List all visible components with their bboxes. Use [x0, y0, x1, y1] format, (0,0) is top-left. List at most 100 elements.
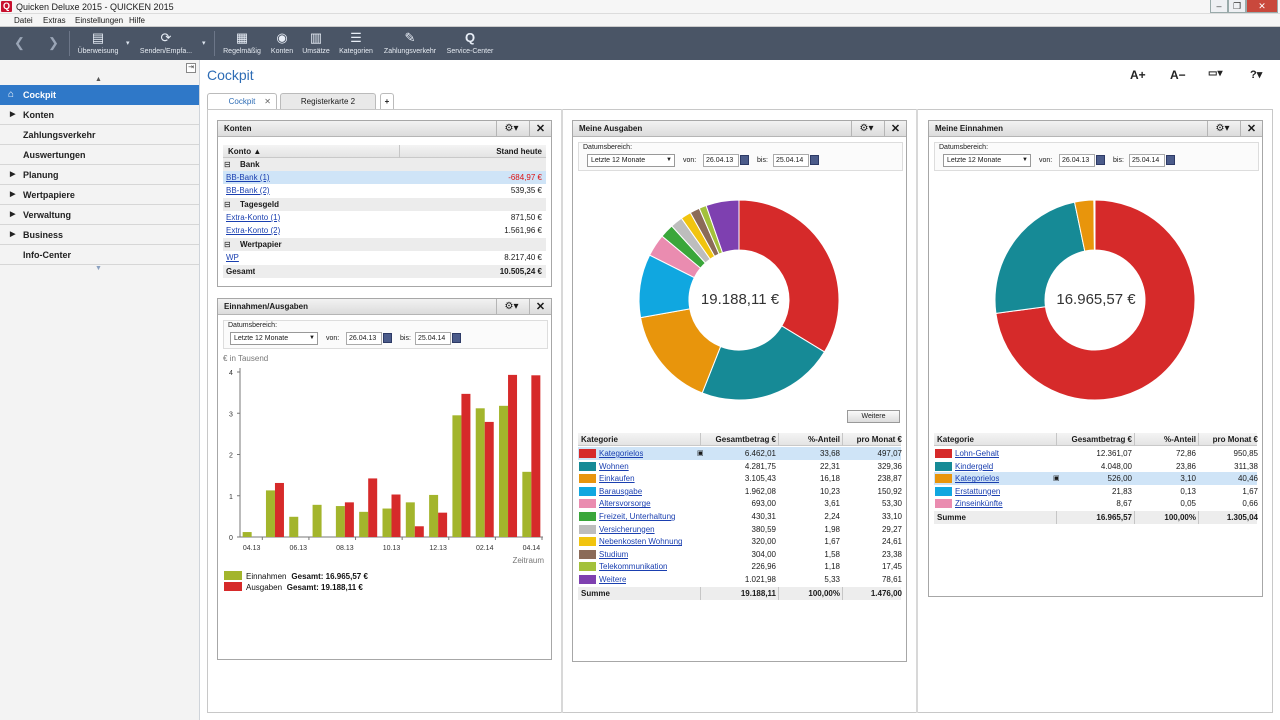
to-date-input[interactable]: 25.04.14	[415, 332, 451, 345]
sidebar-scroll-up-icon[interactable]: ▲	[95, 76, 102, 83]
toolbar-regelmaessig[interactable]: ▦ Regelmäßig	[220, 27, 264, 60]
category-row[interactable]: Einkaufen 3.105,43 16,18 238,87	[578, 472, 902, 485]
sidebar-scroll-down-icon[interactable]: ▼	[95, 265, 102, 272]
collapse-icon[interactable]: ⊟	[224, 240, 231, 249]
calendar-icon[interactable]	[740, 155, 749, 165]
to-date-input[interactable]: 25.04.14	[1129, 154, 1165, 167]
back-arrow-icon[interactable]: ❮	[14, 35, 25, 50]
column-header[interactable]: pro Monat €	[1212, 435, 1258, 444]
to-date-input[interactable]: 25.04.14	[773, 154, 809, 167]
from-date-input[interactable]: 26.04.13	[1059, 154, 1095, 167]
category-row[interactable]: Studium 304,00 1,58 23,38	[578, 548, 902, 561]
col-balance-header[interactable]: Stand heute	[496, 147, 542, 156]
calendar-icon[interactable]	[1096, 155, 1105, 165]
column-header[interactable]: Gesamtbetrag €	[1071, 435, 1132, 444]
sum-monthly[interactable]: 1.476,00	[870, 588, 902, 598]
note-icon[interactable]: ▣	[697, 450, 704, 457]
category-link[interactable]: Wohnen	[599, 461, 629, 471]
close-icon[interactable]: ✕	[884, 121, 906, 137]
category-link[interactable]: Nebenkosten Wohnung	[599, 537, 683, 547]
category-link[interactable]: Zinseinkünfte	[955, 499, 1003, 509]
category-row[interactable]: Erstattungen 21,83 0,13 1,67	[934, 485, 1258, 498]
category-row[interactable]: Kategorielos 526,00 3,10 40,46 ▣	[934, 472, 1258, 486]
account-link[interactable]: BB-Bank (1)	[226, 173, 270, 182]
toolbar-senden[interactable]: ⟳ Senden/Empfa...	[136, 27, 196, 60]
category-link[interactable]: Versicherungen	[599, 524, 655, 534]
account-row[interactable]: Extra-Konto (2) 1.561,96 €	[223, 224, 546, 237]
sidebar-item-business[interactable]: ▶ Business	[0, 225, 199, 245]
category-row[interactable]: Lohn-Gehalt 12.361,07 72,86 950,85	[934, 447, 1258, 460]
sum-label[interactable]: Summe	[937, 513, 966, 522]
maximize-button[interactable]: ❐	[1228, 0, 1246, 13]
from-date-input[interactable]: 26.04.13	[346, 332, 382, 345]
account-row[interactable]: Extra-Konto (1) 871,50 €	[223, 211, 546, 224]
sum-total[interactable]: 19.188,11	[740, 588, 776, 598]
menu-einstellungen[interactable]: Einstellungen	[75, 16, 124, 25]
category-row[interactable]: Versicherungen 380,59 1,98 29,27	[578, 523, 902, 536]
account-link[interactable]: WP	[226, 253, 239, 262]
close-window-button[interactable]: ✕	[1246, 0, 1278, 13]
sidebar-collapse-icon[interactable]: ⇥	[186, 63, 196, 73]
sidebar-item-planung[interactable]: ▶ Planung	[0, 165, 199, 185]
forward-arrow-icon[interactable]: ❯	[48, 35, 59, 50]
gear-icon[interactable]: ⚙▾	[496, 299, 526, 315]
from-date-input[interactable]: 26.04.13	[703, 154, 739, 167]
toolbar-umsaetze[interactable]: ▥ Umsätze	[300, 27, 332, 60]
category-link[interactable]: Kategorielos	[955, 474, 1000, 484]
col-account-header[interactable]: Konto ▲	[228, 147, 262, 156]
calendar-icon[interactable]	[452, 333, 461, 343]
menu-extras[interactable]: Extras	[43, 16, 66, 25]
account-row[interactable]: BB-Bank (2) 539,35 €	[223, 184, 546, 197]
category-link[interactable]: Telekommunikation	[599, 562, 668, 572]
sidebar-item-konten[interactable]: ▶ Konten	[0, 105, 199, 125]
category-row[interactable]: Kategorielos 6.462,01 33,68 497,07 ▣	[578, 447, 902, 460]
sidebar-item-auswertungen[interactable]: Auswertungen	[0, 145, 199, 165]
category-link[interactable]: Erstattungen	[955, 486, 1001, 496]
account-row[interactable]: BB-Bank (1) -684,97 €	[223, 171, 546, 184]
category-row[interactable]: Freizeit, Unterhaltung 430,31 2,24 33,10	[578, 510, 902, 523]
group-row-tagesgeld[interactable]: ⊟ Tagesgeld	[223, 198, 546, 211]
group-row-wertpapier[interactable]: ⊟ Wertpapier	[223, 238, 546, 251]
column-header[interactable]: Gesamtbetrag €	[715, 435, 776, 444]
category-link[interactable]: Weitere	[599, 575, 627, 584]
senden-dropdown-icon[interactable]: ▾	[202, 40, 206, 47]
sidebar-item-zahlungsverkehr[interactable]: Zahlungsverkehr	[0, 125, 199, 145]
sum-label[interactable]: Summe	[581, 588, 610, 598]
toolbar-zahlungsverkehr[interactable]: ✎ Zahlungsverkehr	[380, 27, 440, 60]
category-link[interactable]: Altersvorsorge	[599, 499, 651, 509]
toolbar-kategorien[interactable]: ☰ Kategorien	[336, 27, 376, 60]
tab-cockpit[interactable]: Cockpit ✕	[207, 93, 277, 110]
toolbar-konten[interactable]: ◉ Konten	[268, 27, 296, 60]
toolbar-ueberweisung[interactable]: ▤ Überweisung	[74, 27, 122, 60]
column-header[interactable]: Kategorie	[581, 435, 618, 444]
category-row[interactable]: Barausgabe 1.962,08 10,23 150,92	[578, 485, 902, 498]
category-row[interactable]: Zinseinkünfte 8,67 0,05 0,66	[934, 497, 1258, 510]
category-row[interactable]: Wohnen 4.281,75 22,31 329,36	[578, 460, 902, 473]
sidebar-item-wertpapiere[interactable]: ▶ Wertpapiere	[0, 185, 199, 205]
account-row[interactable]: WP 8.217,40 €	[223, 251, 546, 264]
sidebar-item-verwaltung[interactable]: ▶ Verwaltung	[0, 205, 199, 225]
font-increase-button[interactable]: A+	[1130, 68, 1146, 82]
date-range-select[interactable]: Letzte 12 Monate ▼	[230, 332, 318, 345]
help-button[interactable]: ?▾	[1250, 69, 1263, 81]
column-header[interactable]: %-Anteil	[808, 435, 840, 444]
collapse-icon[interactable]: ⊟	[224, 160, 231, 169]
close-tab-icon[interactable]: ✕	[264, 97, 271, 106]
font-decrease-button[interactable]: A−	[1170, 68, 1186, 82]
gear-icon[interactable]: ⚙▾	[851, 121, 881, 137]
group-row-bank[interactable]: ⊟ Bank	[223, 158, 546, 171]
date-range-select[interactable]: Letzte 12 Monate ▼	[587, 154, 675, 167]
column-header[interactable]: pro Monat €	[856, 435, 902, 444]
close-icon[interactable]: ✕	[529, 299, 551, 315]
category-link[interactable]: Kategorielos	[599, 449, 644, 458]
minimize-button[interactable]: –	[1210, 0, 1228, 13]
toolbar-service-center[interactable]: Q Service-Center	[442, 27, 498, 60]
account-link[interactable]: BB-Bank (2)	[226, 186, 270, 195]
gear-icon[interactable]: ⚙▾	[1207, 121, 1237, 137]
category-row[interactable]: Altersvorsorge 693,00 3,61 53,30	[578, 497, 902, 510]
account-link[interactable]: Extra-Konto (1)	[226, 213, 281, 222]
menu-hilfe[interactable]: Hilfe	[129, 16, 146, 25]
category-row[interactable]: Telekommunikation 226,96 1,18 17,45	[578, 560, 902, 573]
menu-datei[interactable]: Datei	[14, 16, 33, 25]
category-link[interactable]: Studium	[599, 549, 629, 559]
